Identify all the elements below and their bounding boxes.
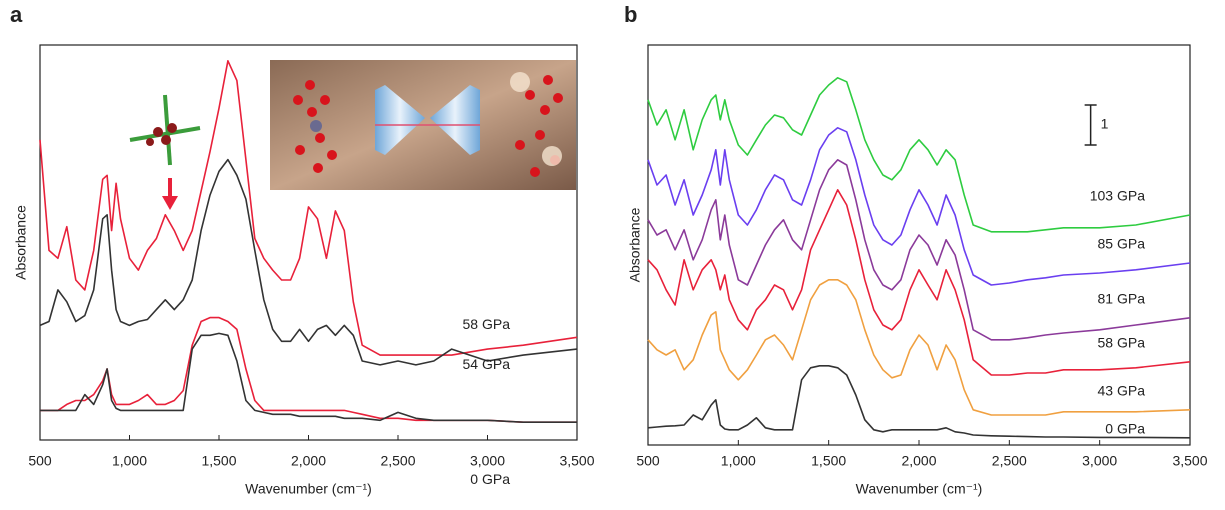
x-tick-label: 1,000 [721, 453, 756, 469]
atom [510, 72, 530, 92]
anvil [375, 85, 425, 155]
atom [310, 120, 322, 132]
anvil [430, 85, 480, 155]
scale-bar-label: 1 [1101, 116, 1109, 132]
spectrum-line [39, 60, 578, 356]
spectrum-line [647, 127, 1191, 286]
spectrum-line [647, 77, 1191, 233]
x-tick-label: 2,500 [380, 453, 415, 469]
spectrum-line [647, 365, 1191, 439]
series-label: 81 GPa [1098, 291, 1146, 307]
y-axis-title: Absorbance [627, 207, 643, 282]
x-axis-title: Wavenumber (cm⁻¹) [245, 481, 372, 497]
series-label: 58 GPa [463, 316, 511, 332]
panel-label: b [624, 2, 637, 27]
x-tick-label: 1,500 [811, 453, 846, 469]
atom [542, 146, 562, 166]
x-tick-label: 3,000 [1082, 453, 1117, 469]
x-tick-label: 1,500 [201, 453, 236, 469]
x-tick-label: 2,000 [291, 453, 326, 469]
series-label: 54 GPa [463, 356, 511, 372]
x-axis-title: Wavenumber (cm⁻¹) [856, 481, 983, 497]
x-tick-label: 1,000 [112, 453, 147, 469]
x-tick-label: 2,500 [992, 453, 1027, 469]
spectrum-line [39, 158, 578, 366]
series-label: 0 GPa [1105, 421, 1145, 437]
x-tick-label: 500 [28, 453, 52, 469]
x-tick-label: 3,500 [559, 453, 594, 469]
molecule-sketch [129, 94, 201, 210]
panel-label: a [10, 2, 23, 27]
series-label: 58 GPa [1098, 335, 1146, 351]
x-tick-label: 3,500 [1172, 453, 1207, 469]
inset-image [270, 60, 576, 190]
x-tick-label: 2,000 [901, 453, 936, 469]
series-label: 43 GPa [1098, 383, 1146, 399]
spectrum-line [647, 189, 1191, 376]
y-axis-title: Absorbance [13, 205, 29, 280]
spectrum-line [647, 279, 1191, 416]
spectrum-line [647, 159, 1191, 341]
molecule [293, 75, 563, 177]
x-tick-label: 3,000 [470, 453, 505, 469]
spectrum-line [40, 332, 577, 423]
series-label: 103 GPa [1090, 188, 1145, 204]
series-label: 85 GPa [1098, 236, 1146, 252]
series-label: 0 GPa [470, 471, 510, 487]
scale-bar [1084, 104, 1097, 146]
x-tick-label: 500 [636, 453, 660, 469]
